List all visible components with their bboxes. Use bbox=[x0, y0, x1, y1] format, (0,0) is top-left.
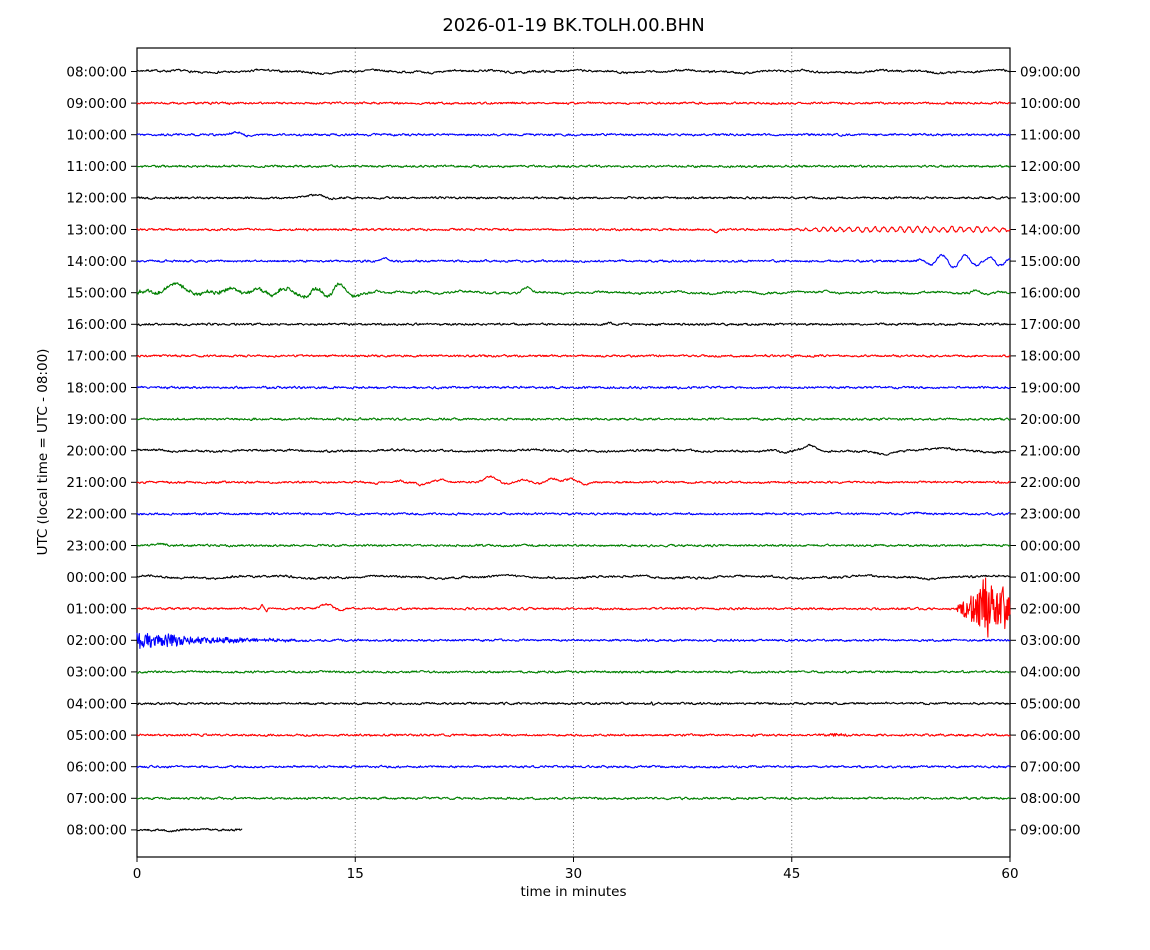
x-tick-label: 45 bbox=[783, 866, 800, 882]
trace-03:00:00 bbox=[136, 669, 1011, 674]
trace-04:00:00 bbox=[136, 701, 1011, 706]
trace-15:00:00 bbox=[136, 282, 1011, 299]
right-time-label: 20:00:00 bbox=[1020, 412, 1081, 428]
right-time-label: 19:00:00 bbox=[1020, 380, 1081, 396]
left-time-label: 16:00:00 bbox=[66, 317, 127, 333]
left-time-label: 14:00:00 bbox=[66, 254, 127, 270]
trace-14:00:00 bbox=[136, 253, 1011, 269]
trace-22:00:00 bbox=[136, 511, 1011, 516]
right-time-label: 15:00:00 bbox=[1020, 254, 1081, 270]
trace-16:00:00 bbox=[136, 321, 1011, 327]
right-time-label: 23:00:00 bbox=[1020, 507, 1081, 523]
right-time-label: 07:00:00 bbox=[1020, 760, 1081, 776]
left-time-label: 01:00:00 bbox=[66, 602, 127, 618]
right-time-label: 01:00:00 bbox=[1020, 570, 1081, 586]
left-time-label: 07:00:00 bbox=[66, 791, 127, 807]
right-time-label: 09:00:00 bbox=[1020, 823, 1081, 839]
y-axis-label: UTC (local time = UTC - 08:00) bbox=[35, 349, 51, 556]
right-time-label: 04:00:00 bbox=[1020, 665, 1081, 681]
x-tick-label: 60 bbox=[1001, 866, 1018, 882]
trace-07:00:00 bbox=[136, 796, 1011, 801]
chart-title: 2026-01-19 BK.TOLH.00.BHN bbox=[442, 15, 704, 36]
left-time-label: 20:00:00 bbox=[66, 444, 127, 460]
left-time-label: 08:00:00 bbox=[66, 64, 127, 80]
left-time-label: 18:00:00 bbox=[66, 380, 127, 396]
right-time-label: 06:00:00 bbox=[1020, 728, 1081, 744]
right-time-label: 10:00:00 bbox=[1020, 96, 1081, 112]
left-time-label: 06:00:00 bbox=[66, 760, 127, 776]
trace-10:00:00 bbox=[136, 131, 1011, 138]
left-time-label: 23:00:00 bbox=[66, 538, 127, 554]
trace-05:00:00 bbox=[136, 732, 1011, 738]
trace-12:00:00 bbox=[136, 193, 1011, 201]
left-time-label: 09:00:00 bbox=[66, 96, 127, 112]
right-time-label: 13:00:00 bbox=[1020, 191, 1081, 207]
left-time-label: 00:00:00 bbox=[66, 570, 127, 586]
left-time-label: 05:00:00 bbox=[66, 728, 127, 744]
left-time-label: 04:00:00 bbox=[66, 696, 127, 712]
right-time-label: 05:00:00 bbox=[1020, 696, 1081, 712]
trace-19:00:00 bbox=[136, 417, 1011, 422]
trace-00:00:00 bbox=[136, 573, 1011, 581]
trace-17:00:00 bbox=[136, 354, 1011, 358]
x-tick-label: 0 bbox=[133, 866, 142, 882]
trace-21:00:00 bbox=[136, 475, 1011, 487]
left-time-label: 08:00:00 bbox=[66, 823, 127, 839]
left-time-label: 02:00:00 bbox=[66, 633, 127, 649]
left-time-label: 17:00:00 bbox=[66, 349, 127, 365]
plot-content: 0 15 30 45 60 08:00:00 09:00:00 09:00:00 10:00:0… bbox=[66, 47, 1081, 882]
x-tick-label: 15 bbox=[347, 866, 364, 882]
right-time-label: 17:00:00 bbox=[1020, 317, 1081, 333]
right-time-label: 08:00:00 bbox=[1020, 791, 1081, 807]
trace-11:00:00 bbox=[136, 164, 1011, 169]
right-time-label: 11:00:00 bbox=[1020, 128, 1081, 144]
trace-13:00:00 bbox=[136, 225, 1011, 234]
left-time-label: 19:00:00 bbox=[66, 412, 127, 428]
left-time-label: 21:00:00 bbox=[66, 475, 127, 491]
right-time-label: 16:00:00 bbox=[1020, 286, 1081, 302]
left-time-label: 03:00:00 bbox=[66, 665, 127, 681]
left-time-label: 22:00:00 bbox=[66, 507, 127, 523]
x-tick-label: 30 bbox=[565, 866, 582, 882]
trace-08:00:00 bbox=[136, 827, 243, 833]
right-time-label: 14:00:00 bbox=[1020, 222, 1081, 238]
left-time-label: 12:00:00 bbox=[66, 191, 127, 207]
trace-08:00:00 bbox=[136, 68, 1011, 76]
left-time-label: 13:00:00 bbox=[66, 222, 127, 238]
right-time-label: 21:00:00 bbox=[1020, 444, 1081, 460]
left-time-label: 15:00:00 bbox=[66, 286, 127, 302]
trace-02:00:00 bbox=[136, 632, 1011, 649]
right-time-label: 02:00:00 bbox=[1020, 602, 1081, 618]
left-time-label: 11:00:00 bbox=[66, 159, 127, 175]
right-time-label: 12:00:00 bbox=[1020, 159, 1081, 175]
trace-23:00:00 bbox=[136, 542, 1011, 548]
right-time-label: 22:00:00 bbox=[1020, 475, 1081, 491]
trace-18:00:00 bbox=[136, 385, 1011, 390]
right-time-label: 18:00:00 bbox=[1020, 349, 1081, 365]
trace-09:00:00 bbox=[136, 101, 1011, 106]
left-time-label: 10:00:00 bbox=[66, 128, 127, 144]
right-time-label: 03:00:00 bbox=[1020, 633, 1081, 649]
right-time-label: 09:00:00 bbox=[1020, 64, 1081, 80]
trace-20:00:00 bbox=[136, 443, 1011, 456]
x-axis-label: time in minutes bbox=[520, 884, 626, 900]
trace-01:00:00 bbox=[136, 577, 1011, 638]
trace-06:00:00 bbox=[136, 764, 1011, 769]
right-time-label: 00:00:00 bbox=[1020, 538, 1081, 554]
